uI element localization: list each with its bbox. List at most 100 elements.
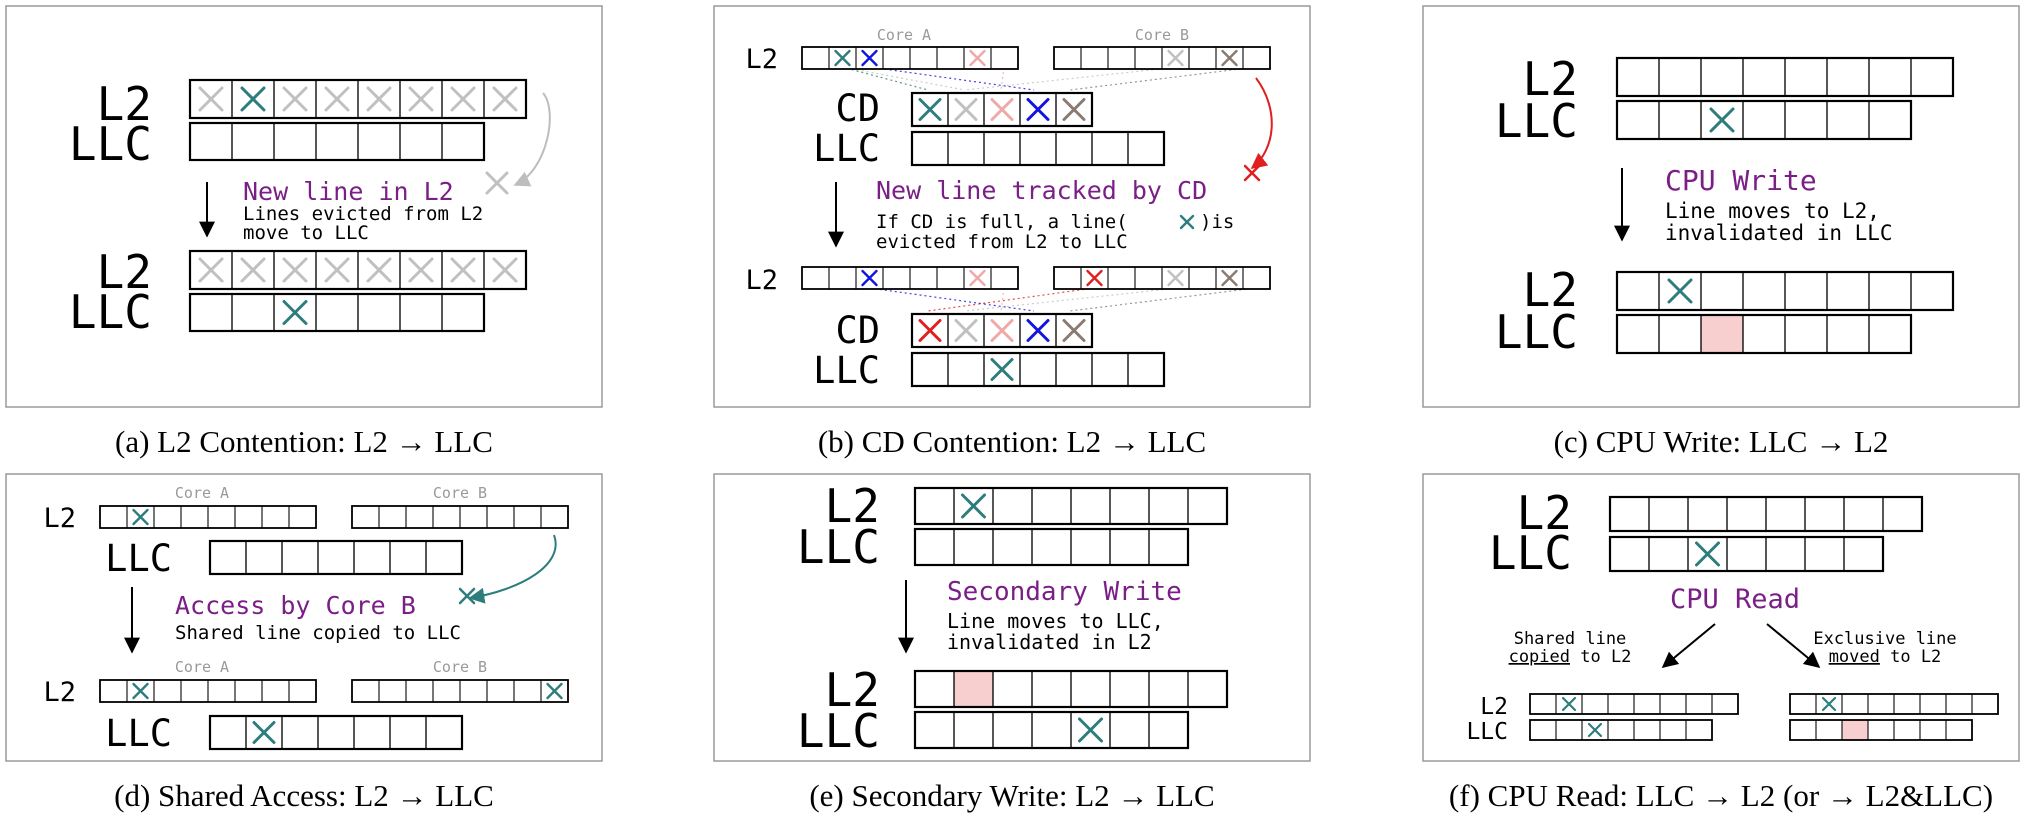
line-x-icon — [408, 86, 434, 112]
cache-line-cell — [948, 93, 984, 126]
cache-line-cell — [883, 47, 910, 69]
line-x-icon — [282, 257, 308, 283]
b-event-desc-1a: If CD is full, a line( — [876, 211, 1128, 233]
cache-line-cell — [984, 353, 1020, 386]
cache-line-cell — [1869, 101, 1911, 139]
cache-line-cell — [1032, 529, 1071, 565]
b-top-cd-label: CD — [835, 87, 880, 130]
cache-line-cell — [984, 132, 1020, 165]
line-x-icon — [408, 257, 434, 283]
a-bot-llc-label: LLC — [69, 285, 152, 339]
cache-line-cell — [1920, 720, 1946, 740]
e-top-l2-label: L2 — [825, 479, 880, 533]
line-x-icon — [1667, 278, 1693, 304]
f-event-title: CPU Read — [1670, 584, 1800, 615]
cache-line-cell — [1216, 267, 1243, 289]
c-caption: (c) CPU Write: LLC → L2 — [1554, 424, 1889, 459]
f-top-l2-row — [1608, 495, 1924, 533]
line-x-icon — [969, 269, 986, 287]
cache-line-cell — [274, 80, 316, 118]
cache-line-cell — [802, 267, 829, 289]
cache-line-cell — [1660, 720, 1686, 740]
e-bot-l2-row — [913, 669, 1229, 709]
f-exclusive-target: to L2 — [1880, 647, 1941, 667]
cache-line-cell — [484, 251, 526, 289]
b-top-dotted-links — [841, 66, 1257, 91]
a-bot-l2-row — [188, 249, 528, 291]
cache-line-cell — [1081, 47, 1108, 69]
b-bot-l2-core-b — [1053, 266, 1271, 290]
line-x-icon — [132, 682, 149, 700]
cache-line-cell — [1092, 132, 1128, 165]
b-event-desc-1b: )is — [1200, 211, 1234, 233]
panel-d: L2 Core A Core B LLC Access by Core B Sh… — [5, 473, 603, 762]
cache-line-cell — [1056, 93, 1092, 126]
line-x-icon — [1167, 49, 1184, 67]
line-x-icon — [458, 587, 476, 605]
cache-line-cell — [1610, 537, 1649, 571]
line-x-icon — [450, 86, 476, 112]
cache-line-cell — [1727, 537, 1766, 571]
cell-borders — [351, 679, 569, 703]
cache-line-cell — [1582, 720, 1608, 740]
cache-line-cell — [1743, 101, 1785, 139]
panel-a: L2 LLC New line in L2 Lines evicted from… — [5, 5, 603, 408]
cache-line-cell — [208, 680, 235, 702]
cache-line-cell — [1634, 694, 1660, 714]
line-x-icon — [954, 319, 978, 342]
cache-line-cell — [954, 529, 993, 565]
d-bot-l2-core-a — [99, 679, 317, 703]
cache-line-cell — [1610, 497, 1649, 531]
b-desc-mark — [1179, 214, 1195, 230]
cache-line-cell — [1608, 720, 1634, 740]
cache-line-cell — [937, 47, 964, 69]
cache-line-cell — [1766, 537, 1805, 571]
cell-borders — [1053, 266, 1271, 290]
b-event-title: New line tracked by CD — [876, 176, 1207, 205]
e-bot-l2-label: L2 — [825, 663, 880, 717]
cell-borders — [188, 249, 528, 291]
cache-line-cell — [1827, 58, 1869, 96]
cell-borders — [1053, 46, 1271, 70]
line-x-icon — [1062, 319, 1086, 342]
a-bot-llc-row — [188, 292, 486, 333]
c-event-desc-1: Line moves to L2, — [1665, 199, 1880, 223]
b-bot-dotted-links — [869, 287, 1257, 312]
cache-line-cell — [1188, 671, 1227, 707]
f-exclusive-arrow — [1766, 623, 1821, 669]
cache-line-cell — [1135, 267, 1162, 289]
cache-line-cell — [379, 506, 406, 528]
line-x-icon — [366, 257, 392, 283]
a-top-l2-label: L2 — [97, 77, 152, 131]
cache-line-cell — [514, 506, 541, 528]
cache-line-cell — [1189, 47, 1216, 69]
line-x-icon — [1243, 164, 1261, 182]
cache-line-cell — [541, 680, 568, 702]
cell-borders — [913, 710, 1190, 750]
line-x-icon — [240, 257, 266, 283]
cache-line-cell — [127, 680, 154, 702]
line-x-icon — [492, 86, 518, 112]
cell-borders — [1608, 535, 1885, 573]
d-event-title: Access by Core B — [175, 591, 416, 620]
cache-line-cell — [442, 80, 484, 118]
b-bot-l2-label: L2 — [745, 265, 778, 296]
cell-borders — [208, 714, 464, 751]
line-x-icon — [990, 98, 1014, 121]
cache-line-cell — [190, 80, 232, 118]
cache-line-cell — [354, 716, 390, 749]
cache-line-cell — [316, 294, 358, 331]
cache-line-cell — [915, 712, 954, 748]
cache-line-cell — [993, 671, 1032, 707]
line-x-icon — [450, 257, 476, 283]
e-bot-llc-label: LLC — [797, 704, 880, 758]
line-x-icon — [1221, 49, 1238, 67]
line-x-icon — [1078, 717, 1103, 743]
cache-line-cell — [262, 506, 289, 528]
cache-line-cell — [964, 267, 991, 289]
cache-line-cell — [100, 680, 127, 702]
e-event-title: Secondary Write — [947, 577, 1182, 607]
cache-line-cell — [358, 80, 400, 118]
cache-line-cell — [390, 716, 426, 749]
